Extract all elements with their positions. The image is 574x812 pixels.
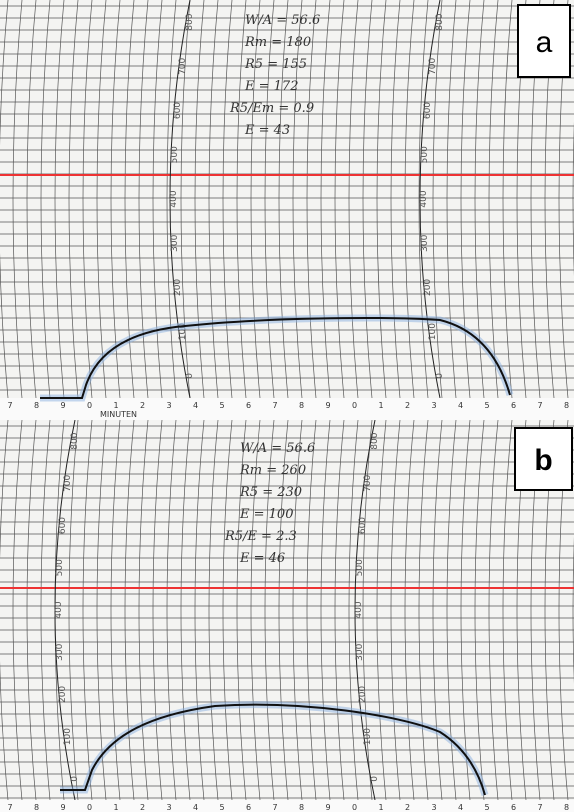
minute-label: 4 (458, 401, 463, 410)
minute-label: 9 (325, 401, 330, 410)
handwritten-note: R5/E = 2.3 (224, 529, 297, 544)
handwritten-note: E = 172 (244, 79, 298, 94)
minute-label: 6 (246, 803, 251, 812)
strip-unit: MINUTEN (100, 410, 137, 419)
minute-label: 5 (484, 803, 489, 812)
handwritten-note: R5/Em = 0.9 (229, 101, 314, 116)
scale-label: 700 (363, 474, 373, 491)
minute-label: 9 (60, 803, 65, 812)
panel-label: b (534, 444, 552, 477)
handwritten-note: W/A = 56.6 (240, 441, 315, 456)
handwritten-note: E = 43 (244, 123, 290, 138)
minute-label: 8 (564, 401, 569, 410)
scale-label: 600 (358, 517, 368, 534)
minute-label: 1 (113, 803, 118, 812)
minute-label: 3 (166, 401, 171, 410)
handwritten-note: Rm = 180 (244, 35, 311, 50)
scale-label: 300 (420, 234, 430, 251)
minute-label: 2 (140, 803, 145, 812)
scale-label: 700 (428, 57, 438, 74)
minute-label: 1 (378, 803, 383, 812)
minute-label: 6 (511, 803, 516, 812)
scale-label: 600 (58, 517, 68, 534)
minute-label: 6 (246, 401, 251, 410)
minute-label: 5 (484, 401, 489, 410)
scale-label: 400 (419, 190, 429, 207)
minute-label: 8 (299, 803, 304, 812)
minute-label: 3 (166, 803, 171, 812)
minute-label: 9 (60, 401, 65, 410)
scale-label: 800 (185, 13, 195, 30)
scale-label: 700 (178, 57, 188, 74)
scale-label: 0 (185, 373, 195, 379)
minute-label: 2 (405, 803, 410, 812)
minute-label: 7 (272, 401, 277, 410)
minute-label: 1 (378, 401, 383, 410)
minute-label: 8 (34, 803, 39, 812)
scale-label: 0 (70, 776, 80, 782)
minute-label: 2 (140, 401, 145, 410)
scale-label: 200 (173, 279, 183, 296)
minute-label: 4 (458, 803, 463, 812)
panel-label: a (536, 26, 553, 59)
scale-label: 0 (435, 373, 445, 379)
scale-label: 400 (354, 601, 364, 618)
scale-label: 100 (428, 323, 438, 340)
handwritten-note: E = 100 (239, 507, 293, 522)
minute-label: 4 (193, 401, 198, 410)
minute-label: 0 (352, 803, 357, 812)
minute-label: 8 (34, 401, 39, 410)
minute-label: 3 (431, 803, 436, 812)
scale-label: 300 (170, 234, 180, 251)
scale-label: 500 (55, 559, 65, 576)
scale-label: 700 (63, 474, 73, 491)
scale-label: 400 (54, 601, 64, 618)
minute-label: 7 (7, 401, 12, 410)
minute-label: 8 (299, 401, 304, 410)
minute-label: 8 (564, 803, 569, 812)
scale-label: 500 (420, 146, 430, 163)
handwritten-note: W/A = 56.6 (245, 13, 320, 28)
minute-label: 9 (325, 803, 330, 812)
minute-label: 3 (431, 401, 436, 410)
scale-label: 400 (169, 190, 179, 207)
scale-label: 800 (370, 432, 380, 449)
minute-label: 7 (537, 401, 542, 410)
handwritten-note: Rm = 260 (239, 463, 306, 478)
scale-label: 500 (170, 146, 180, 163)
scale-label: 100 (363, 728, 373, 745)
handwritten-note: R5 = 230 (239, 485, 302, 500)
minute-label: 6 (511, 401, 516, 410)
handwritten-note: R5 = 155 (244, 57, 307, 72)
minute-label: 2 (405, 401, 410, 410)
scale-label: 600 (423, 102, 433, 119)
minute-label: 0 (87, 401, 92, 410)
chart-paper-photo: 8007006005004003002001000800700600500400… (0, 0, 574, 812)
scale-label: 200 (423, 279, 433, 296)
minute-label: 7 (272, 803, 277, 812)
scale-label: 200 (358, 686, 368, 703)
minute-label: 0 (87, 803, 92, 812)
minute-label: 4 (193, 803, 198, 812)
minute-label: 7 (537, 803, 542, 812)
minute-label: 1 (113, 401, 118, 410)
handwritten-note: E = 46 (239, 551, 285, 566)
scale-label: 0 (370, 776, 380, 782)
scale-label: 800 (70, 432, 80, 449)
scale-label: 300 (355, 643, 365, 660)
minute-label: 7 (7, 803, 12, 812)
minute-label: 5 (219, 803, 224, 812)
scale-label: 800 (435, 13, 445, 30)
scale-label: 100 (63, 728, 73, 745)
scale-label: 600 (173, 102, 183, 119)
minute-label: 5 (219, 401, 224, 410)
scale-label: 200 (58, 686, 68, 703)
scale-label: 500 (355, 559, 365, 576)
minute-label: 0 (352, 401, 357, 410)
scale-label: 300 (55, 643, 65, 660)
